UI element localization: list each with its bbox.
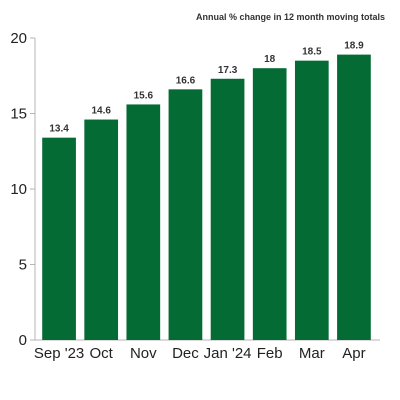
bar (42, 137, 76, 340)
x-tick-label: Jan '24 (204, 345, 252, 362)
bar (84, 119, 119, 340)
y-tick-label: 20 (10, 30, 27, 47)
bar-value-label: 17.3 (218, 65, 238, 76)
x-tick-label: Oct (90, 345, 114, 362)
bar-value-label: 13.4 (49, 124, 69, 135)
bar (252, 68, 287, 340)
bar (337, 54, 371, 341)
y-tick-label: 10 (10, 181, 27, 198)
labels: 13.4 Sep '23 14.6 Oct 15.6 Nov 16.6 Dec 17.3 Jan … (34, 41, 366, 362)
bar-value-label: 18.9 (344, 41, 364, 52)
bar (168, 89, 203, 340)
x-tick-label: Feb (257, 345, 283, 362)
x-tick-label: Dec (172, 345, 199, 362)
x-tick-label: Nov (130, 345, 157, 362)
bars (42, 54, 371, 341)
x-tick-label: Mar (299, 345, 325, 362)
chart-subtitle: Annual % change in 12 month moving total… (195, 12, 385, 22)
y-tick-label: 15 (10, 106, 27, 123)
y-tick-label: 5 (19, 257, 27, 274)
x-tick-label: Sep '23 (34, 345, 84, 362)
bar (126, 104, 161, 340)
x-tick-label: Apr (342, 345, 365, 362)
bar (294, 60, 329, 341)
bar-value-label: 18 (264, 54, 276, 65)
bar-value-label: 14.6 (91, 106, 111, 117)
bar (210, 78, 245, 341)
y-tick-label: 0 (19, 332, 27, 349)
bar-value-label: 18.5 (302, 47, 322, 58)
bar-value-label: 15.6 (134, 90, 154, 101)
bar-value-label: 16.6 (176, 75, 196, 86)
